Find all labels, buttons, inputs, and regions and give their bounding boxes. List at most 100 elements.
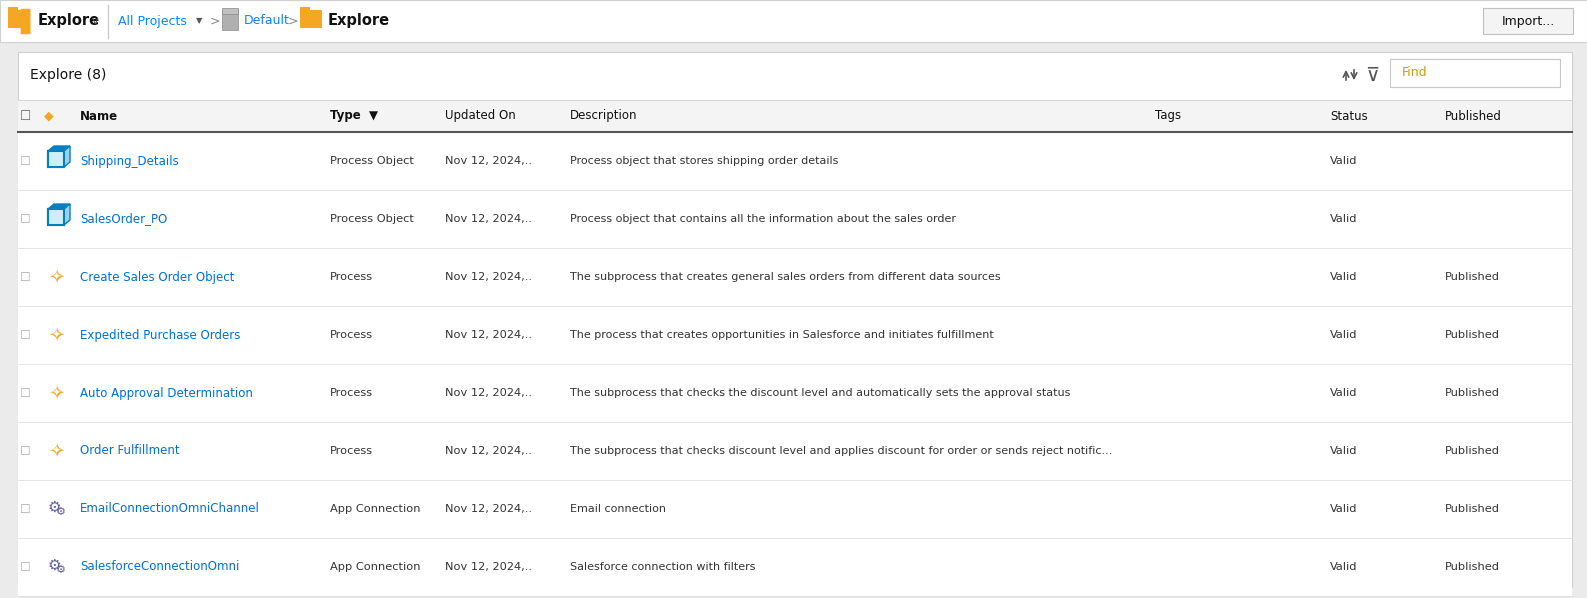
Text: Valid: Valid — [1330, 504, 1357, 514]
Text: Published: Published — [1446, 446, 1500, 456]
Text: Process: Process — [330, 330, 373, 340]
Text: ⚙: ⚙ — [48, 557, 62, 572]
Text: Description: Description — [570, 109, 638, 123]
Text: ✦: ✦ — [48, 383, 65, 402]
Bar — [0, 0, 1587, 42]
Text: Auto Approval Determination: Auto Approval Determination — [79, 386, 252, 399]
Text: Published: Published — [1446, 109, 1501, 123]
Text: Order Fulfillment: Order Fulfillment — [79, 444, 179, 457]
Text: Published: Published — [1446, 562, 1500, 572]
Bar — [1482, 8, 1573, 34]
Text: ⊽: ⊽ — [1365, 66, 1379, 84]
Text: Nov 12, 2024,..: Nov 12, 2024,.. — [444, 330, 532, 340]
Text: Valid: Valid — [1330, 446, 1357, 456]
Text: ✦: ✦ — [52, 388, 62, 398]
Bar — [17, 422, 1573, 480]
Text: Explore: Explore — [38, 14, 100, 29]
Bar — [17, 132, 1573, 190]
Text: Default: Default — [244, 14, 290, 28]
Text: ✦: ✦ — [48, 441, 65, 460]
Text: App Connection: App Connection — [330, 504, 421, 514]
Text: ✦: ✦ — [52, 272, 62, 282]
Bar — [222, 8, 238, 14]
Text: ☐: ☐ — [21, 444, 30, 457]
Text: Nov 12, 2024,..: Nov 12, 2024,.. — [444, 214, 532, 224]
Text: App Connection: App Connection — [330, 562, 421, 572]
Bar — [48, 209, 63, 225]
Bar — [48, 209, 63, 225]
Text: Nov 12, 2024,..: Nov 12, 2024,.. — [444, 562, 532, 572]
Text: Published: Published — [1446, 272, 1500, 282]
Bar — [17, 190, 1573, 248]
Text: The subprocess that checks the discount level and automatically sets the approva: The subprocess that checks the discount … — [570, 388, 1070, 398]
Bar — [17, 306, 1573, 364]
Bar — [8, 10, 30, 28]
Bar — [17, 100, 1573, 132]
Text: Explore: Explore — [329, 14, 390, 29]
Text: ⚙: ⚙ — [56, 507, 67, 517]
Text: The process that creates opportunities in Salesforce and initiates fulfillment: The process that creates opportunities i… — [570, 330, 993, 340]
Text: ☐: ☐ — [21, 270, 30, 283]
Bar — [1390, 59, 1560, 87]
Text: Nov 12, 2024,..: Nov 12, 2024,.. — [444, 504, 532, 514]
Text: Process Object: Process Object — [330, 214, 414, 224]
Bar — [48, 151, 63, 167]
Text: ◆: ◆ — [44, 109, 54, 123]
Text: ☐: ☐ — [21, 212, 30, 225]
Text: All Projects: All Projects — [117, 14, 187, 28]
Text: Expedited Purchase Orders: Expedited Purchase Orders — [79, 328, 240, 341]
Text: Name: Name — [79, 109, 117, 123]
Polygon shape — [63, 204, 70, 225]
Bar — [17, 52, 1573, 587]
Bar — [17, 480, 1573, 538]
Bar — [222, 10, 238, 30]
Text: Valid: Valid — [1330, 562, 1357, 572]
Text: Nov 12, 2024,..: Nov 12, 2024,.. — [444, 388, 532, 398]
Text: Email connection: Email connection — [570, 504, 667, 514]
Text: Nov 12, 2024,..: Nov 12, 2024,.. — [444, 446, 532, 456]
Bar — [17, 538, 1573, 596]
Text: Nov 12, 2024,..: Nov 12, 2024,.. — [444, 156, 532, 166]
Text: ⚙: ⚙ — [56, 565, 67, 575]
Text: EmailConnectionOmniChannel: EmailConnectionOmniChannel — [79, 502, 260, 515]
Text: The subprocess that checks discount level and applies discount for order or send: The subprocess that checks discount leve… — [570, 446, 1112, 456]
Text: ☐: ☐ — [21, 502, 30, 515]
Text: ☐: ☐ — [21, 154, 30, 167]
Text: Published: Published — [1446, 504, 1500, 514]
Text: ✦: ✦ — [48, 325, 65, 344]
Polygon shape — [48, 204, 70, 209]
Text: Valid: Valid — [1330, 156, 1357, 166]
Text: ▼: ▼ — [197, 17, 203, 26]
Text: ☐: ☐ — [21, 109, 32, 123]
Text: >: > — [209, 14, 221, 28]
Bar — [48, 210, 63, 225]
Text: SalesforceConnectionOmni: SalesforceConnectionOmni — [79, 560, 240, 573]
Text: Type  ▼: Type ▼ — [330, 109, 378, 123]
Bar — [17, 248, 1573, 306]
Bar — [8, 7, 17, 14]
Text: Process: Process — [330, 388, 373, 398]
Text: Explore (8): Explore (8) — [30, 68, 106, 82]
Text: ✦: ✦ — [52, 330, 62, 340]
Text: Create Sales Order Object: Create Sales Order Object — [79, 270, 235, 283]
Text: The subprocess that creates general sales orders from different data sources: The subprocess that creates general sale… — [570, 272, 1001, 282]
Text: ✦: ✦ — [48, 267, 65, 286]
Text: Find: Find — [1401, 66, 1428, 80]
Text: Valid: Valid — [1330, 214, 1357, 224]
Bar — [48, 151, 63, 167]
Text: Updated On: Updated On — [444, 109, 516, 123]
Text: ☐: ☐ — [21, 560, 30, 573]
Text: Published: Published — [1446, 388, 1500, 398]
Bar — [48, 152, 63, 167]
Text: Process: Process — [330, 272, 373, 282]
Text: Salesforce connection with filters: Salesforce connection with filters — [570, 562, 755, 572]
Text: v: v — [92, 16, 98, 26]
Text: ✦: ✦ — [52, 446, 62, 456]
Text: Published: Published — [1446, 330, 1500, 340]
Text: Process object that stores shipping order details: Process object that stores shipping orde… — [570, 156, 838, 166]
Polygon shape — [63, 146, 70, 167]
Text: Process Object: Process Object — [330, 156, 414, 166]
Text: Nov 12, 2024,..: Nov 12, 2024,.. — [444, 272, 532, 282]
Bar — [300, 10, 322, 28]
Text: Valid: Valid — [1330, 272, 1357, 282]
